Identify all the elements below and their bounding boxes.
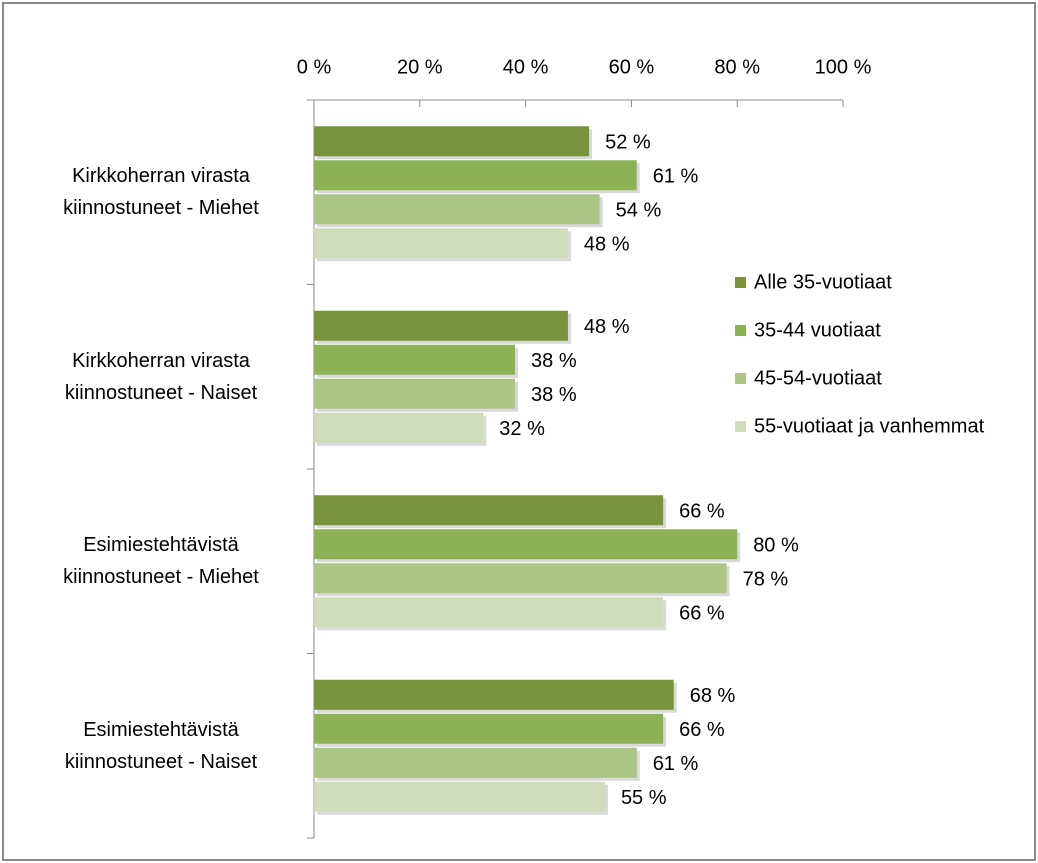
value-label: 54 % <box>616 200 662 222</box>
bar <box>314 310 568 341</box>
value-label: 52 % <box>605 132 651 154</box>
x-tick-label: 60 % <box>609 56 655 78</box>
value-label: 66 % <box>679 603 725 625</box>
category-label: Kirkkoherran virasta kiinnostuneet - Nai… <box>64 349 258 404</box>
bar <box>314 160 637 191</box>
value-label: 78 % <box>743 569 789 591</box>
bar <box>314 679 674 710</box>
x-tick-label: 100 % <box>815 56 872 78</box>
bar <box>314 597 664 628</box>
bar <box>314 713 664 744</box>
legend-label: 55-vuotiaat ja vanhemmat <box>754 415 985 437</box>
bar <box>314 412 484 443</box>
bar <box>314 126 590 157</box>
value-label: 32 % <box>499 418 545 440</box>
bar <box>314 781 605 812</box>
bar <box>314 228 568 259</box>
value-label: 61 % <box>653 753 699 775</box>
legend-swatch <box>735 325 746 336</box>
value-label: 61 % <box>653 166 699 188</box>
value-label: 38 % <box>531 384 577 406</box>
legend-swatch <box>735 277 746 288</box>
legend-label: 35-44 vuotiaat <box>754 319 881 341</box>
value-label: 48 % <box>584 316 630 338</box>
category-label: Kirkkoherran virasta kiinnostuneet - Mie… <box>63 165 259 220</box>
x-tick-label: 20 % <box>397 56 443 78</box>
x-tick-label: 40 % <box>503 56 549 78</box>
value-label: 66 % <box>679 719 725 741</box>
bar <box>314 529 738 560</box>
bar <box>314 563 727 594</box>
category-label: Esimiestehtävistä kiinnostuneet - Miehet <box>63 534 259 589</box>
value-label: 38 % <box>531 350 577 372</box>
value-label: 55 % <box>621 787 667 809</box>
legend-label: Alle 35-vuotiaat <box>754 271 892 293</box>
bar <box>314 495 664 526</box>
bar <box>314 747 637 778</box>
bar <box>314 194 600 225</box>
x-tick-label: 0 % <box>297 56 332 78</box>
x-tick-label: 80 % <box>714 56 760 78</box>
value-label: 68 % <box>690 685 736 707</box>
category-label: Esimiestehtävistä kiinnostuneet - Naiset <box>64 718 258 773</box>
value-label: 80 % <box>753 535 799 557</box>
legend-swatch <box>735 373 746 384</box>
legend-label: 45-54-vuotiaat <box>754 367 882 389</box>
bar <box>314 378 516 409</box>
legend-swatch <box>735 421 746 432</box>
value-label: 48 % <box>584 234 630 256</box>
bar <box>314 344 516 375</box>
value-label: 66 % <box>679 501 725 523</box>
